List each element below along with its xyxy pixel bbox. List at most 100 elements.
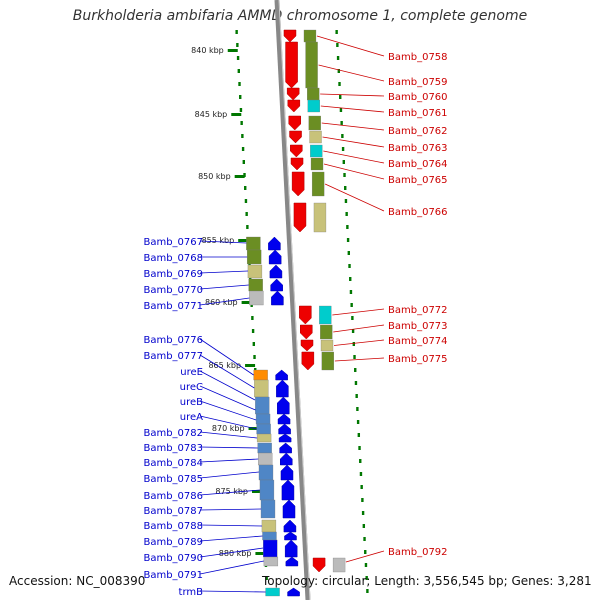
track-dot <box>246 225 249 229</box>
reverse-gene-arrow <box>284 531 297 541</box>
track-dot <box>355 394 358 398</box>
leader-line-right <box>345 550 385 563</box>
leader-line-left <box>199 535 263 542</box>
gene-label-left: ureE <box>180 367 203 378</box>
forward-gene-arrow <box>300 324 313 340</box>
gene-label-right: Bamb_0766 <box>388 207 448 218</box>
cog-box <box>261 519 277 533</box>
gene-label-right: Bamb_0759 <box>388 77 448 88</box>
tick-mark <box>245 364 256 367</box>
track-dot <box>361 511 365 515</box>
forward-gene-arrow <box>288 115 302 131</box>
reverse-gene-arrow <box>276 379 289 398</box>
gene-label-left: Bamb_0767 <box>143 237 203 248</box>
leader-line-left <box>199 354 255 389</box>
gene-label-left: ureB <box>180 397 203 408</box>
cog-box <box>309 130 322 144</box>
track-dot <box>350 303 353 307</box>
leader-line-right <box>333 339 385 346</box>
tick-label: 870 kbp <box>212 424 245 433</box>
leader-line-right <box>332 308 385 316</box>
gene-label-left: Bamb_0790 <box>143 553 203 564</box>
track-dot <box>242 160 245 164</box>
track-dot <box>235 30 238 34</box>
gene-label-left: Bamb_0783 <box>143 443 203 454</box>
cog-box <box>263 556 279 567</box>
gene-label-right: Bamb_0764 <box>388 159 448 170</box>
scale-ticks: 840 kbp 845 kbp 850 kbp 855 kbp 860 kbp 865 k… <box>191 46 266 558</box>
cog-box <box>313 202 327 233</box>
reverse-gene-arrow <box>283 519 297 533</box>
leader-line-left <box>199 385 256 411</box>
forward-gene-arrow <box>312 557 326 573</box>
leader-line-left <box>199 446 258 449</box>
track-dot <box>245 212 248 216</box>
track-dot <box>340 121 343 125</box>
leader-line-right <box>324 183 385 212</box>
cog-box <box>248 278 263 292</box>
leader-line-left <box>199 240 247 244</box>
gene-label-left: Bamb_0777 <box>143 351 203 362</box>
track-dot <box>366 589 369 593</box>
leader-line-right <box>320 93 385 97</box>
track-dot <box>265 576 268 580</box>
track-dot <box>349 277 352 281</box>
leader-line-left <box>199 415 257 430</box>
gene-label-left: Bamb_0776 <box>143 335 203 346</box>
forward-gene-arrow <box>293 202 307 233</box>
track-dot <box>251 316 254 320</box>
cog-box <box>256 423 271 435</box>
tick-label: 865 kbp <box>208 361 241 370</box>
track-dot <box>346 238 350 242</box>
leader-line-right <box>323 150 385 164</box>
track-dot <box>349 290 353 294</box>
reverse-gene-arrow <box>268 249 282 265</box>
track-dot <box>363 537 366 541</box>
leader-line-left <box>199 400 257 421</box>
cog-box <box>258 464 274 481</box>
leader-line-left <box>199 590 266 593</box>
cog-box <box>263 539 278 558</box>
leader-line-right <box>320 105 385 113</box>
cog-box <box>311 171 325 197</box>
forward-gene-arrow <box>287 99 301 113</box>
cog-boxes <box>246 29 346 597</box>
accession-text: Accession: NC_008390 <box>9 574 146 588</box>
reverse-gene-arrow <box>278 423 291 435</box>
map-title: Burkholderia ambifaria AMMD chromosome 1… <box>72 8 528 24</box>
cog-box <box>307 99 320 113</box>
track-dot <box>239 108 243 112</box>
track-dot <box>364 550 367 554</box>
track-dot <box>358 446 361 450</box>
cog-box <box>259 479 275 501</box>
leader-line-right <box>321 122 385 131</box>
leader-line-left <box>199 431 258 439</box>
track-dot <box>345 212 348 216</box>
leader-line-left <box>199 524 262 527</box>
tick-label: 855 kbp <box>202 236 235 245</box>
forward-gene-arrow <box>290 144 303 158</box>
reverse-gene-arrow <box>277 413 291 425</box>
track-dot <box>343 173 346 177</box>
forward-gene-arrow <box>285 41 298 89</box>
cog-box <box>265 587 280 597</box>
track-dot <box>240 121 243 125</box>
leader-line-right <box>318 64 385 82</box>
track-dot <box>253 355 256 359</box>
gene-label-right: Bamb_0773 <box>388 321 448 332</box>
track-dot <box>354 368 357 372</box>
leader-line-left <box>199 508 262 511</box>
gene-label-right: Bamb_0775 <box>388 354 448 365</box>
gene-label-left: ureC <box>180 382 203 393</box>
reverse-gene-arrow <box>268 236 281 251</box>
cog-box <box>320 324 333 340</box>
tick-mark <box>231 113 242 116</box>
gene-label-right: Bamb_0760 <box>388 92 448 103</box>
track-dot <box>339 108 343 112</box>
gene-label-left: Bamb_0789 <box>143 537 203 548</box>
reverse-gene-arrow <box>271 290 284 306</box>
reverse-gene-arrow <box>277 396 290 415</box>
track-dot <box>244 199 248 203</box>
gene-label-right: Bamb_0761 <box>388 108 448 119</box>
tick-mark <box>234 175 245 178</box>
